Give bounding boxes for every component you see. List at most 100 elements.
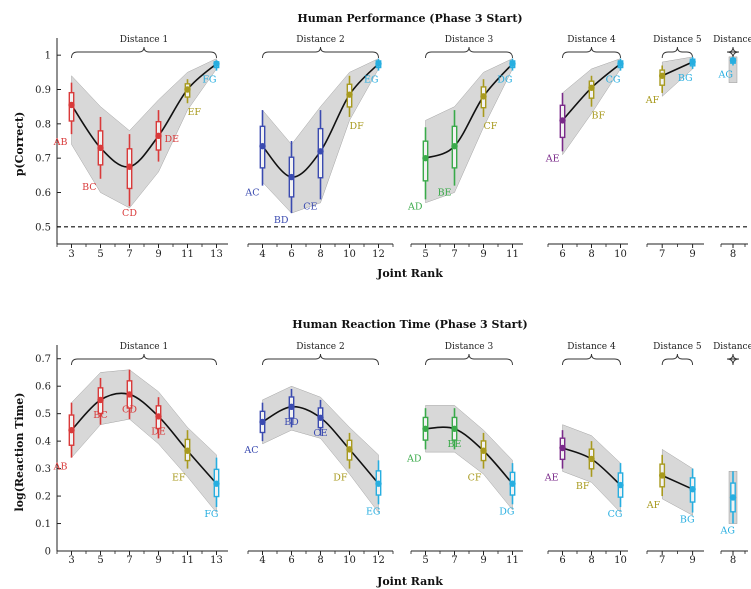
chart-title: Human Performance (Phase 3 Start) xyxy=(297,12,522,25)
x-tick-label: 11 xyxy=(506,555,519,566)
pair-label: AB xyxy=(53,137,68,148)
group-bracket xyxy=(425,353,513,366)
mean-point xyxy=(689,58,696,66)
x-tick-label: 5 xyxy=(422,249,428,260)
reaction-time-panel: Human Reaction Time (Phase 3 Start) log(… xyxy=(13,318,751,588)
x-tick-label: 12 xyxy=(372,555,385,566)
mean-point xyxy=(729,494,737,501)
mean-point xyxy=(213,60,220,67)
group-label: Distance 5 xyxy=(653,35,702,45)
mean-point xyxy=(588,84,595,91)
mean-point xyxy=(617,60,624,67)
pair-label: DG xyxy=(499,506,514,517)
mean-point xyxy=(259,142,266,150)
mean-point xyxy=(451,142,458,150)
pair-label: AC xyxy=(243,445,258,456)
mean-point xyxy=(317,414,324,421)
group-bracket xyxy=(726,353,740,366)
pair-label: BD xyxy=(284,417,299,428)
group-label: Distance xyxy=(713,35,751,45)
x-tick-label: 5 xyxy=(422,555,428,566)
pair-label: AE xyxy=(545,153,560,164)
pair-label: AF xyxy=(646,500,661,511)
pair-label: CE xyxy=(313,428,327,439)
y-tick-label: 0.1 xyxy=(35,519,51,530)
x-tick-label: 10 xyxy=(343,249,356,260)
mean-point xyxy=(184,447,191,454)
x-tick-label: 4 xyxy=(259,249,265,260)
pair-label: DF xyxy=(333,473,348,484)
pair-label: BG xyxy=(678,73,693,84)
y-tick-label: 0.6 xyxy=(35,382,51,393)
pair-label: DE xyxy=(165,134,180,145)
mean-point xyxy=(346,446,353,453)
chart-title: Human Reaction Time (Phase 3 Start) xyxy=(292,318,528,331)
y-tick-label: 0.3 xyxy=(35,464,51,475)
pair-label: AG xyxy=(720,526,735,537)
mean-point xyxy=(155,413,162,420)
x-tick-label: 3 xyxy=(68,249,74,260)
confidence-band xyxy=(71,369,217,514)
x-tick-label: 7 xyxy=(451,555,457,566)
pair-label: FG xyxy=(202,75,216,86)
group-label: Distance 2 xyxy=(296,35,344,45)
y-tick-label: 0.5 xyxy=(35,222,51,233)
y-tick-label: 0.5 xyxy=(35,409,51,420)
group-bracket xyxy=(262,353,379,366)
mean-point xyxy=(559,444,566,452)
x-tick-label: 9 xyxy=(480,249,486,260)
pair-label: EF xyxy=(188,107,202,118)
group-label: Distance 3 xyxy=(445,342,494,352)
mean-point xyxy=(97,396,104,404)
y-tick-label: 0.7 xyxy=(35,154,51,165)
mean-point xyxy=(729,57,737,64)
mean-point xyxy=(689,486,696,493)
group-bracket xyxy=(661,46,694,59)
mean-point xyxy=(97,144,104,152)
y-tick-label: 1 xyxy=(45,51,51,62)
pair-label: BC xyxy=(82,182,96,193)
mean-point xyxy=(422,425,429,432)
x-tick-label: 5 xyxy=(97,249,103,260)
mean-point xyxy=(259,418,266,426)
y-tick-label: 0.6 xyxy=(35,188,51,199)
mean-point xyxy=(346,91,353,98)
pair-label: AF xyxy=(645,95,660,106)
mean-point xyxy=(375,480,382,487)
pair-label: BD xyxy=(274,215,289,226)
pair-label: DF xyxy=(350,121,365,132)
x-tick-label: 13 xyxy=(210,249,223,260)
group-bracket xyxy=(562,353,621,366)
x-tick-label: 9 xyxy=(689,249,695,260)
group-label: Distance 1 xyxy=(120,342,168,352)
pair-label: CF xyxy=(484,121,498,132)
x-tick-label: 8 xyxy=(730,249,736,260)
y-axis-label: p(Correct) xyxy=(13,112,26,177)
group-bracket xyxy=(425,46,513,59)
x-tick-label: 10 xyxy=(614,249,627,260)
pair-label: BE xyxy=(448,439,462,450)
mean-point xyxy=(375,60,382,67)
mean-point xyxy=(509,480,516,487)
x-tick-label: 13 xyxy=(210,555,223,566)
mean-point xyxy=(559,117,566,124)
pair-label: AG xyxy=(718,69,733,80)
x-tick-label: 5 xyxy=(97,555,103,566)
x-axis-label: Joint Rank xyxy=(376,575,443,588)
mean-point xyxy=(213,480,220,487)
x-tick-label: 4 xyxy=(259,555,265,566)
x-tick-label: 8 xyxy=(317,249,323,260)
mean-point xyxy=(480,93,487,100)
y-tick-label: 0.4 xyxy=(35,437,51,448)
x-tick-label: 12 xyxy=(372,249,385,260)
x-tick-label: 7 xyxy=(451,249,457,260)
x-tick-label: 9 xyxy=(689,555,695,566)
x-tick-label: 9 xyxy=(480,555,486,566)
x-tick-label: 6 xyxy=(559,555,565,566)
mean-point xyxy=(184,86,191,93)
mean-point xyxy=(617,481,624,489)
x-tick-label: 8 xyxy=(730,555,736,566)
x-axis-label: Joint Rank xyxy=(376,267,443,280)
pair-label: DG xyxy=(497,75,512,86)
mean-curve xyxy=(425,426,514,485)
